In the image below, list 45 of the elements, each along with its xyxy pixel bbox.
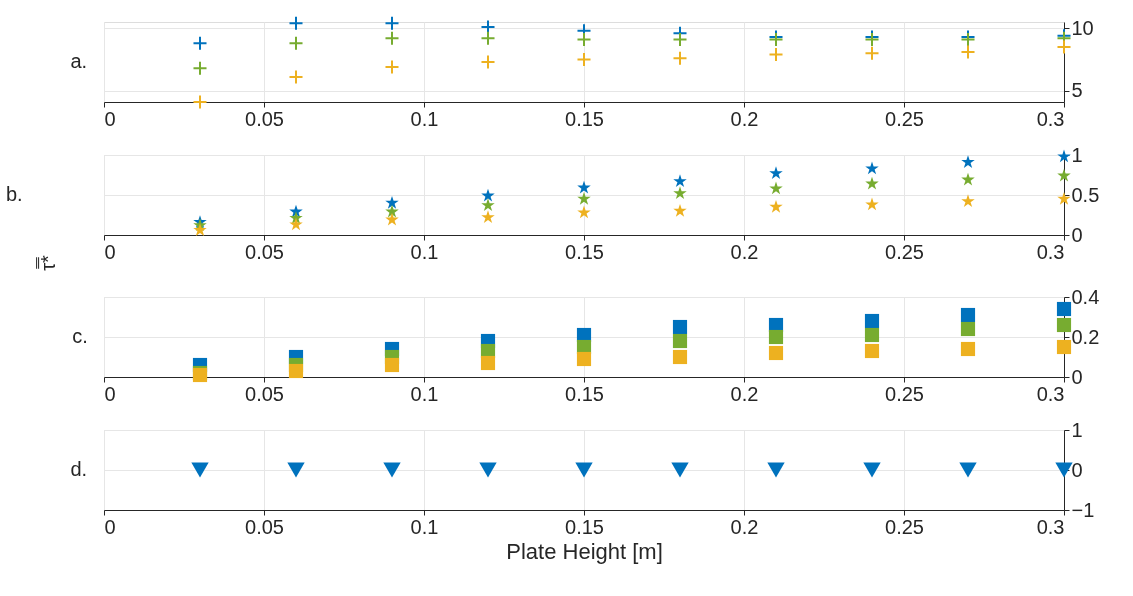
x-tick-label: 0.05: [245, 515, 284, 538]
x-tick-label: 0: [104, 382, 116, 405]
y-tick-label: 0.4: [1071, 285, 1100, 308]
y-tick-label: 0.2: [1071, 325, 1100, 348]
y-tick-label: 0: [1071, 458, 1083, 481]
x-axis-title: Plate Height [m]: [506, 538, 663, 564]
x-tick-label: 0.3: [1036, 382, 1065, 405]
x-tick-label: 0.1: [410, 382, 439, 405]
x-tick-label: 0.15: [565, 515, 604, 538]
x-tick-label: 0.15: [565, 107, 604, 130]
x-tick-label: 0.1: [410, 240, 439, 263]
x-tick-label: 0.25: [885, 382, 924, 405]
x-tick-label: 0: [104, 515, 116, 538]
text: a.: [70, 50, 88, 72]
x-tick-label: 0.3: [1036, 107, 1065, 130]
y-tick-label: 1: [1071, 143, 1083, 166]
text: b.: [5, 183, 23, 205]
y-tick-label: 0: [1071, 365, 1083, 388]
y-tick-label: −1: [1071, 498, 1095, 521]
x-tick-label: 0.2: [730, 107, 759, 130]
y-tick-label: 5: [1071, 79, 1083, 102]
x-tick-label: 0.05: [245, 107, 284, 130]
x-tick-label: 0.1: [410, 107, 439, 130]
x-tick-label: 0.25: [885, 240, 924, 263]
text: d.: [70, 458, 88, 480]
x-tick-label: 0.2: [730, 382, 759, 405]
y-tick-label: 0.5: [1071, 183, 1100, 206]
x-tick-label: 0.2: [730, 240, 759, 263]
x-tick-label: 0.3: [1036, 240, 1065, 263]
x-tick-label: 0.05: [245, 240, 284, 263]
x-tick-label: 0: [104, 107, 116, 130]
x-tick-label: 0.25: [885, 107, 924, 130]
text: c.: [72, 325, 88, 347]
x-tick-label: 0.15: [565, 240, 604, 263]
x-tick-label: 0.25: [885, 515, 924, 538]
y-tick-label: 1: [1071, 418, 1083, 441]
y-axis-title: τ̿*: [36, 254, 59, 271]
x-tick-label: 0.15: [565, 382, 604, 405]
x-tick-label: 0.2: [730, 515, 759, 538]
x-tick-label: 0: [104, 240, 116, 263]
x-tick-label: 0.05: [245, 382, 284, 405]
x-tick-label: 0.3: [1036, 515, 1065, 538]
y-tick-label: 10: [1071, 16, 1094, 39]
x-tick-label: 0.1: [410, 515, 439, 538]
y-tick-label: 0: [1071, 223, 1083, 246]
